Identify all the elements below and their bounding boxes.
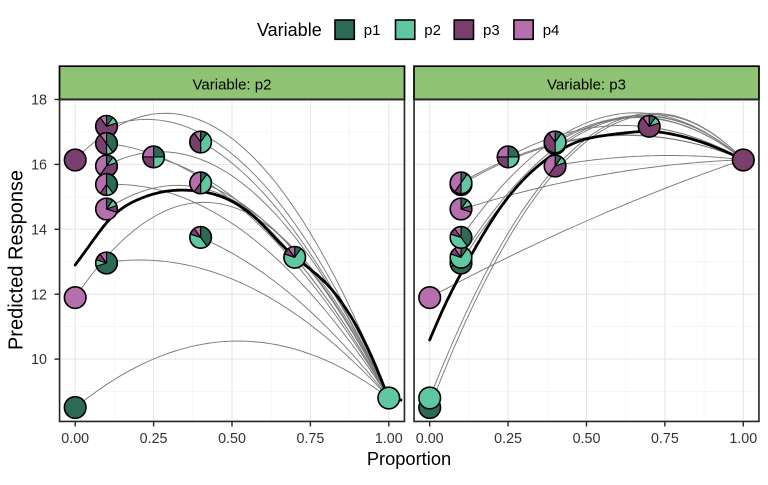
svg-text:1.00: 1.00 bbox=[729, 431, 757, 447]
svg-text:0.50: 0.50 bbox=[573, 431, 601, 447]
svg-text:Variable: p3: Variable: p3 bbox=[547, 77, 626, 94]
svg-text:0.25: 0.25 bbox=[494, 431, 522, 447]
svg-text:1.00: 1.00 bbox=[375, 431, 403, 447]
svg-text:14: 14 bbox=[31, 222, 47, 238]
svg-text:0.75: 0.75 bbox=[651, 431, 679, 447]
svg-text:p4: p4 bbox=[543, 22, 560, 39]
svg-text:12: 12 bbox=[31, 287, 47, 303]
svg-text:0.50: 0.50 bbox=[218, 431, 246, 447]
svg-text:0.00: 0.00 bbox=[61, 431, 89, 447]
svg-text:p3: p3 bbox=[483, 22, 500, 39]
svg-text:p2: p2 bbox=[424, 22, 441, 39]
svg-text:10: 10 bbox=[31, 352, 47, 368]
svg-text:Predicted Response: Predicted Response bbox=[6, 170, 28, 350]
svg-text:Variable: p2: Variable: p2 bbox=[193, 77, 272, 94]
svg-text:p1: p1 bbox=[364, 22, 381, 39]
svg-text:0.75: 0.75 bbox=[296, 431, 324, 447]
svg-text:Variable: Variable bbox=[257, 20, 322, 40]
svg-text:16: 16 bbox=[31, 158, 47, 174]
svg-text:0.00: 0.00 bbox=[416, 431, 444, 447]
svg-text:0.25: 0.25 bbox=[140, 431, 168, 447]
svg-text:18: 18 bbox=[31, 93, 47, 109]
svg-text:Proportion: Proportion bbox=[367, 448, 451, 469]
